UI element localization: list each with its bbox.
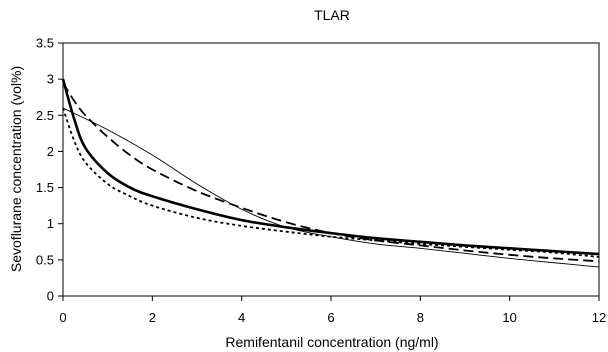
y-tick-label: 0 (47, 289, 54, 304)
series-line-thick-solid (61, 78, 600, 256)
y-tick-label: 2.5 (36, 108, 54, 123)
y-axis: 0 0.5 1 1.5 2 2.5 3 3.5 (36, 36, 63, 304)
x-tick-label: 10 (502, 310, 516, 325)
y-axis-title: Sevoflurane concentration (vol%) (8, 66, 24, 272)
x-tick-label: 4 (238, 310, 245, 325)
x-axis: 0 2 4 6 8 10 12 (59, 296, 606, 325)
x-tick-label: 2 (149, 310, 156, 325)
series-layer (61, 78, 600, 268)
y-tick-label: 3 (47, 72, 54, 87)
series-line-dotted (62, 107, 600, 258)
x-axis-title: Remifentanil concentration (ng/ml) (225, 334, 438, 350)
chart-title: TLAR (314, 7, 350, 23)
plot-frame (62, 42, 600, 297)
x-tick-label: 0 (59, 310, 66, 325)
x-tick-label: 8 (417, 310, 424, 325)
plot-area (62, 42, 600, 297)
y-tick-label: 1 (47, 216, 54, 231)
x-tick-label: 6 (327, 310, 334, 325)
series-line-thin-solid (62, 107, 600, 268)
series-line-dashed (62, 82, 600, 263)
y-tick-label: 3.5 (36, 36, 54, 51)
y-tick-label: 1.5 (36, 180, 54, 195)
y-tick-label: 0.5 (36, 252, 54, 267)
y-tick-label: 2 (47, 144, 54, 159)
x-tick-label: 12 (592, 310, 606, 325)
